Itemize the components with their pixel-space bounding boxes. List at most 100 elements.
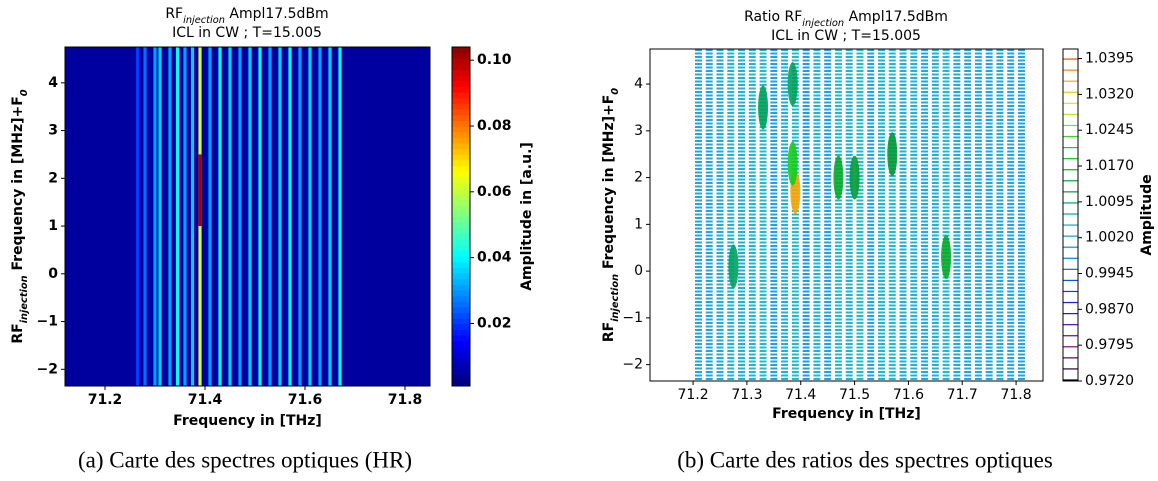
colorbar-swatch — [452, 171, 470, 178]
colorbar-swatch — [452, 137, 470, 144]
colorbar-swatch — [452, 335, 470, 342]
colorbar-label: Amplitude in [a.u.] — [519, 142, 535, 291]
colorbar-swatch — [452, 109, 470, 116]
colorbar-swatch — [452, 363, 470, 370]
colorbar-swatch — [452, 233, 470, 240]
colorbar-swatch — [452, 346, 470, 353]
colorbar-swatch — [452, 148, 470, 155]
plot-frame — [64, 46, 431, 387]
blob — [728, 244, 739, 289]
colorbar-swatch — [452, 160, 470, 167]
colorbar-frame — [1062, 48, 1079, 382]
y-tick-label: 2 — [48, 170, 58, 186]
y-tick-label: 4 — [634, 76, 643, 92]
x-tick-label: 71.3 — [731, 387, 762, 403]
blob — [787, 141, 798, 186]
colorbar-tick-label: 0.9720 — [1085, 373, 1134, 389]
colorbar-swatch — [452, 273, 470, 280]
colorbar-frame — [451, 46, 471, 387]
plot-frame — [649, 48, 1044, 382]
colorbar-swatch — [452, 131, 470, 138]
x-tick-label: 71.4 — [785, 387, 816, 403]
y-tick-label: 2 — [634, 170, 643, 186]
colorbar-tick-label: 1.0245 — [1085, 122, 1134, 138]
colorbar-tick-label: 0.9945 — [1085, 266, 1134, 282]
plot-area — [65, 47, 430, 386]
colorbar-swatch — [452, 295, 470, 302]
colorbar-swatch — [452, 216, 470, 223]
stripe — [318, 47, 322, 386]
colorbar-tick-label: 1.0020 — [1085, 230, 1134, 246]
colorbar-swatch — [452, 143, 470, 150]
colorbar-swatch — [452, 80, 470, 88]
stripe — [143, 47, 147, 386]
colorbar-swatch — [452, 340, 470, 347]
colorbar-swatch — [452, 357, 470, 364]
colorbar-swatch — [452, 165, 470, 172]
y-axis-label: RFinjection Frequency in [MHz]+F0 — [601, 88, 621, 342]
stripe — [248, 47, 252, 386]
stripe — [258, 47, 262, 386]
colorbar-swatch — [452, 188, 470, 195]
colorbar-swatch — [452, 239, 470, 246]
colorbar-swatch — [452, 205, 470, 212]
y-axis-label-part: injection — [19, 275, 30, 323]
caption: (b) Carte des ratios des spectres optiqu… — [677, 447, 1053, 472]
stripe — [208, 47, 212, 386]
colorbar-swatch — [452, 256, 470, 263]
colorbar-swatch — [452, 97, 470, 104]
x-tick-label: 71.6 — [893, 387, 924, 403]
colorbar-swatch — [452, 199, 470, 206]
stripe — [168, 47, 172, 386]
stripe — [278, 47, 282, 386]
blob — [758, 85, 769, 130]
colorbar-swatch — [452, 103, 470, 110]
colorbar-swatch — [452, 47, 470, 54]
colorbar-swatch — [452, 75, 470, 82]
x-axis-label: Frequency in [THz] — [173, 413, 322, 429]
colorbar-tick-label: 0.9870 — [1085, 301, 1134, 317]
blob — [833, 155, 844, 200]
colorbar-swatch — [452, 284, 470, 291]
colorbar-tick-label: 0.04 — [477, 250, 512, 266]
chart-subtitle: ICL in CW ; T=15.005 — [172, 25, 322, 41]
stripe — [190, 47, 195, 386]
blob — [941, 235, 952, 280]
caption: (a) Carte des spectres optiques (HR) — [78, 447, 412, 472]
stripe — [288, 47, 292, 386]
stripe — [158, 47, 162, 386]
stripe — [298, 47, 302, 386]
y-tick-label: 0 — [48, 266, 58, 282]
colorbar-swatch — [452, 92, 470, 99]
colorbar-swatch — [452, 120, 470, 127]
y-tick-label: 4 — [48, 75, 58, 91]
colorbar-tick-label: 0.06 — [477, 184, 512, 200]
colorbar-swatch — [452, 301, 470, 308]
y-tick-label: 3 — [48, 123, 58, 139]
colorbar-swatch — [452, 250, 470, 257]
blob — [787, 62, 798, 107]
x-tick-label: 71.8 — [388, 392, 423, 408]
y-axis-label-part: 0 — [610, 88, 621, 95]
x-tick-label: 71.4 — [188, 392, 223, 408]
stripe — [135, 47, 140, 386]
chart-title-part: injection — [183, 15, 225, 26]
colorbar-swatch — [452, 289, 470, 297]
colorbar-swatch — [452, 369, 470, 376]
colorbar-tick-label: 0.08 — [477, 118, 512, 134]
chart-title-part: injection — [802, 18, 844, 29]
chart-title-part: RF — [165, 6, 183, 22]
y-tick-label: −1 — [37, 314, 58, 330]
colorbar-swatch — [452, 182, 470, 189]
colorbar-swatch — [452, 154, 470, 161]
x-axis-label: Frequency in [THz] — [772, 406, 921, 422]
y-axis-label-part: Frequency in [MHz]+F — [10, 96, 26, 275]
colorbar-swatch — [452, 329, 470, 336]
colorbar-swatch — [452, 261, 470, 268]
stripe — [175, 47, 180, 386]
y-axis-label-part: RF — [601, 322, 617, 342]
colorbar-swatch — [452, 380, 470, 387]
colorbar-swatch — [452, 244, 470, 251]
chart-title: RFinjection Ampl17.5dBm — [165, 6, 328, 26]
